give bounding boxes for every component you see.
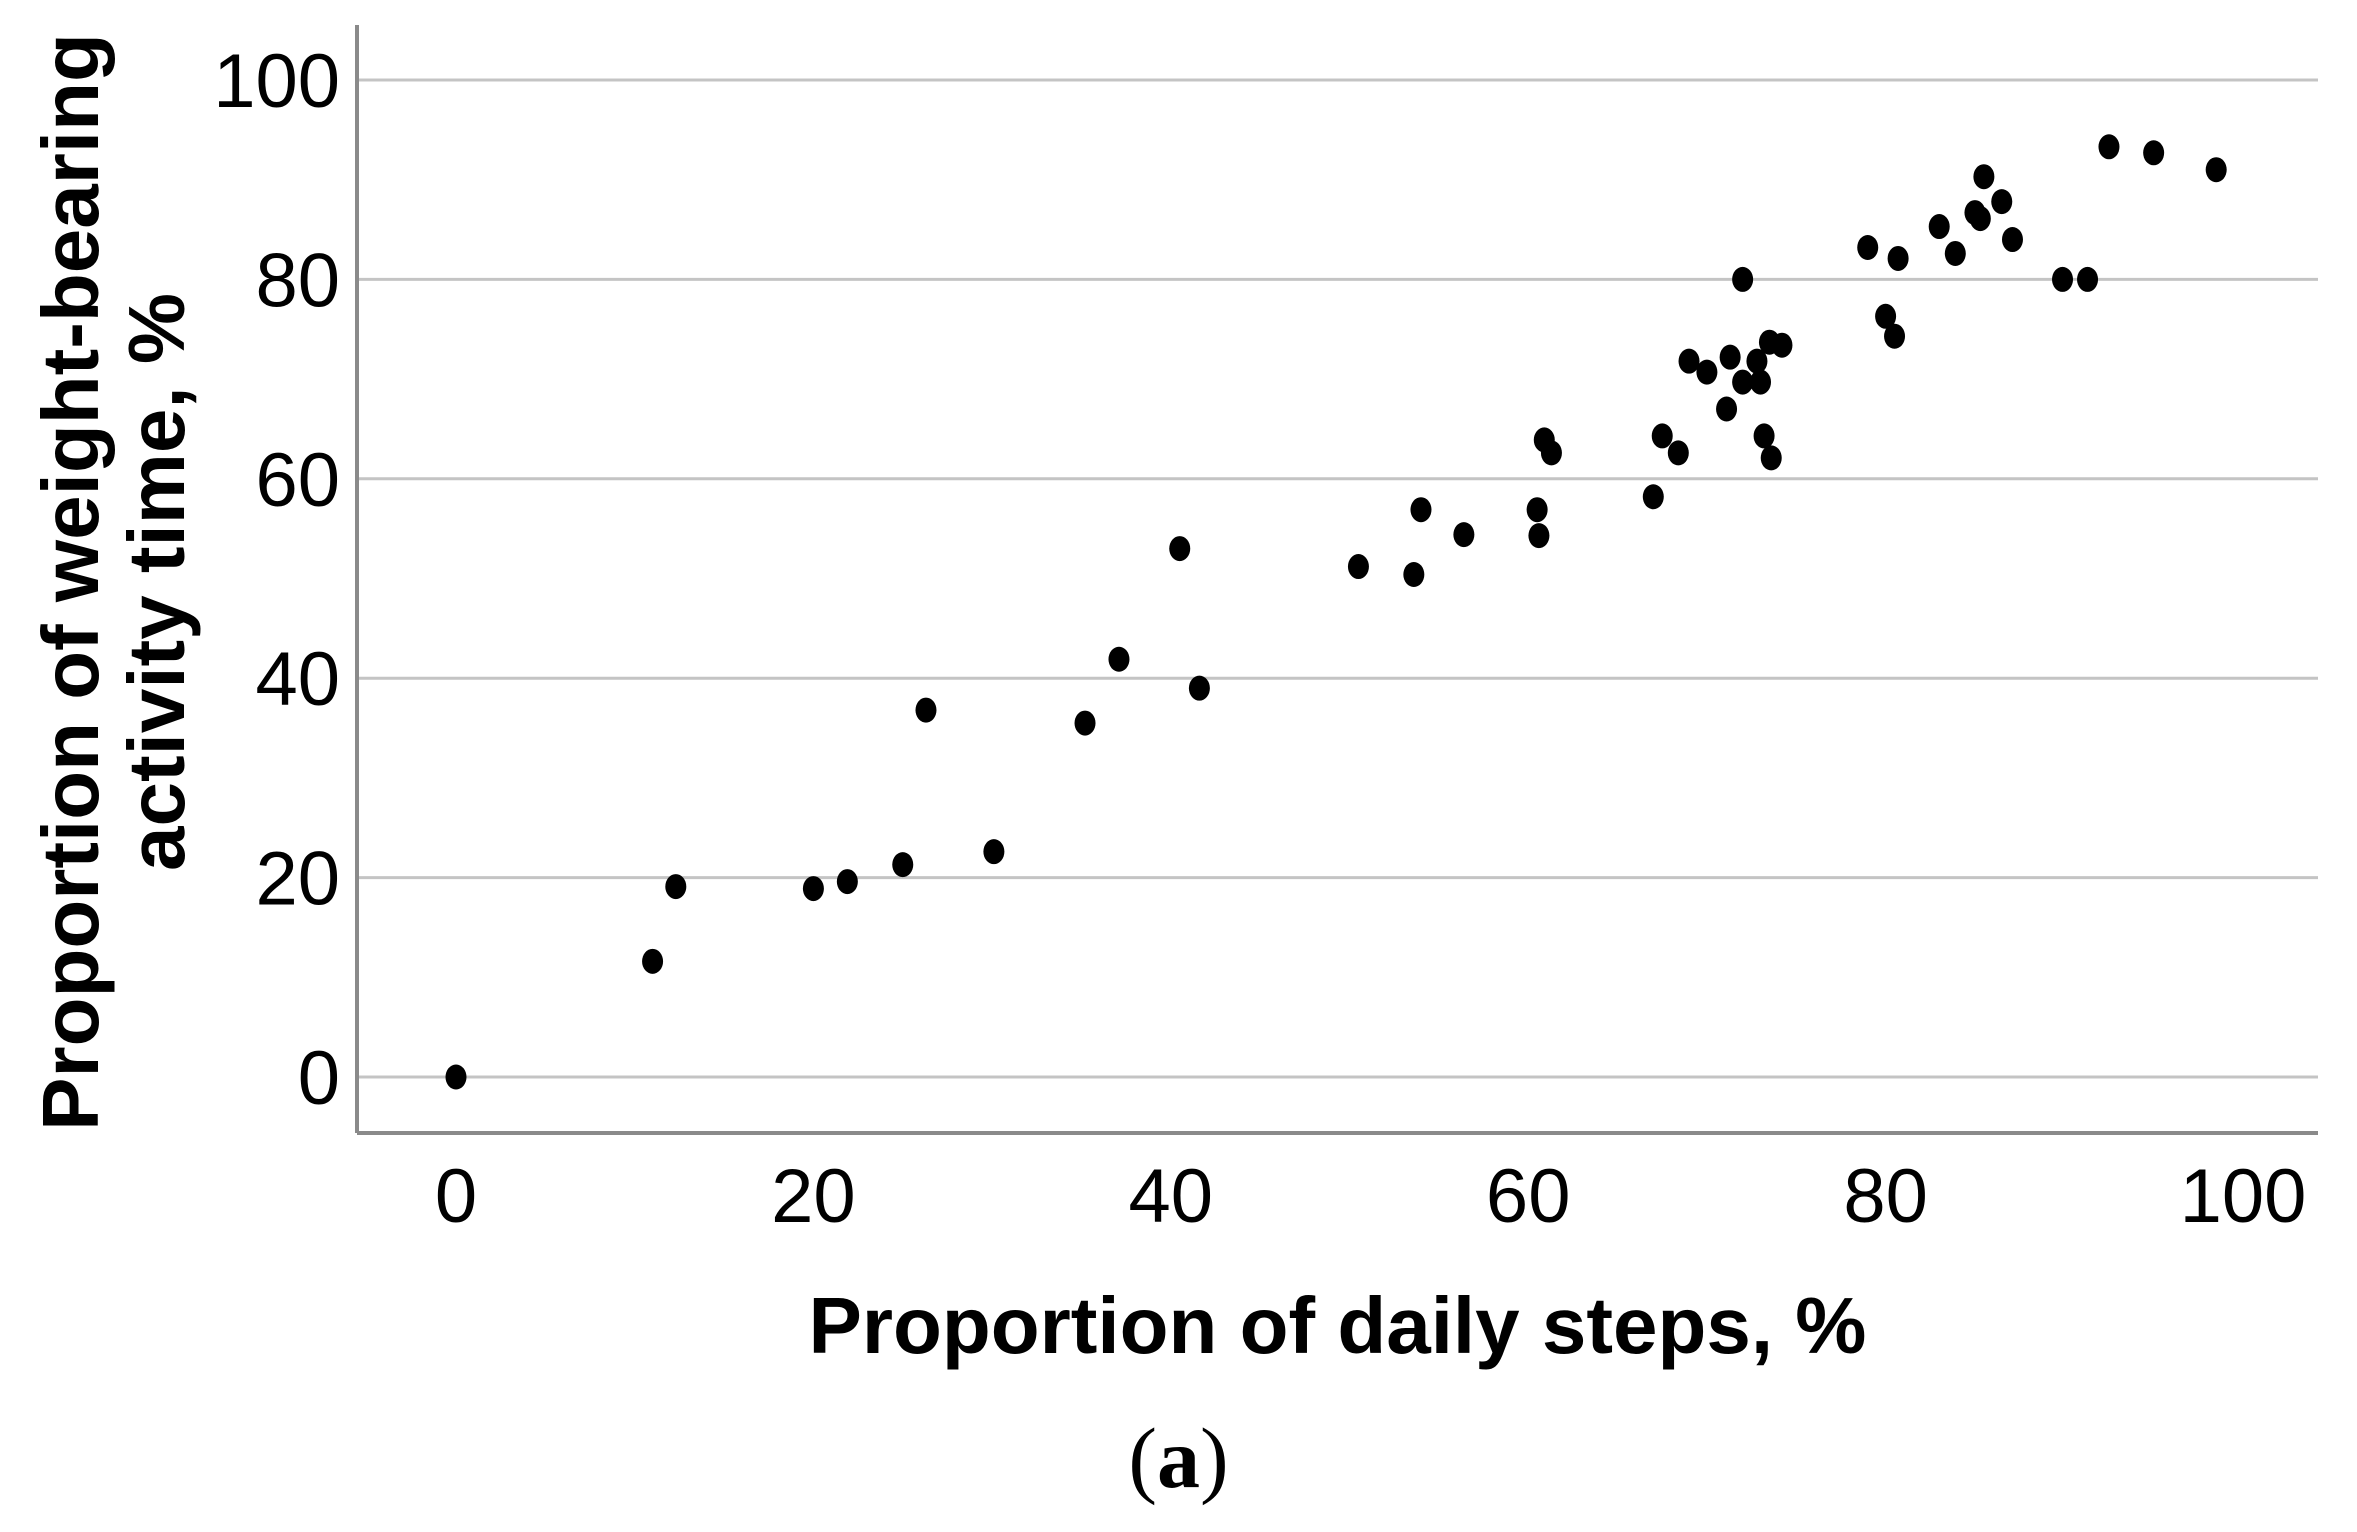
data-point xyxy=(1347,554,1369,580)
data-point xyxy=(1526,497,1548,523)
data-point xyxy=(1169,536,1191,562)
data-point xyxy=(1678,348,1700,374)
y-tick-label: 0 xyxy=(298,1036,340,1121)
data-point xyxy=(1188,675,1210,701)
data-point xyxy=(1875,303,1897,329)
data-point xyxy=(1746,348,1768,374)
y-tick-label: 60 xyxy=(255,438,340,523)
data-point xyxy=(1884,323,1906,349)
data-point xyxy=(1928,214,1950,240)
data-point xyxy=(1732,266,1754,292)
y-axis-title: Proportion of weight-bearing activity ti… xyxy=(26,2,208,1162)
x-tick-label: 80 xyxy=(1843,1154,1928,1239)
x-tick-label: 20 xyxy=(771,1154,856,1239)
data-point xyxy=(1528,523,1550,549)
caption-letter: a xyxy=(1157,1410,1200,1506)
data-point xyxy=(1719,344,1741,370)
data-point xyxy=(1074,710,1096,736)
data-point xyxy=(2052,266,2074,292)
data-point xyxy=(1771,332,1793,358)
data-point xyxy=(892,852,914,878)
data-point xyxy=(1642,484,1664,510)
data-point xyxy=(642,948,664,974)
data-point xyxy=(1857,234,1879,260)
data-point xyxy=(802,876,824,902)
data-point xyxy=(1732,369,1754,395)
data-point xyxy=(1991,189,2013,215)
figure-caption: (a) xyxy=(0,1408,2357,1508)
data-point xyxy=(1760,445,1782,471)
y-axis-title-line2: activity time, % xyxy=(112,293,201,872)
data-point xyxy=(1651,423,1673,449)
data-point xyxy=(665,874,687,900)
data-point xyxy=(1716,396,1738,422)
data-point xyxy=(1403,562,1425,588)
data-point xyxy=(1973,164,1995,190)
x-axis-title: Proportion of daily steps, % xyxy=(808,1281,1867,1370)
x-tick-label: 40 xyxy=(1129,1154,1214,1239)
data-point xyxy=(915,697,937,723)
data-point xyxy=(1969,206,1991,232)
data-point xyxy=(2077,266,2099,292)
x-tick-label: 0 xyxy=(435,1154,477,1239)
x-tick-label: 100 xyxy=(2180,1154,2307,1239)
data-point xyxy=(445,1064,467,1090)
y-tick-label: 100 xyxy=(213,39,340,124)
data-point xyxy=(1696,359,1718,385)
data-point xyxy=(1753,423,1775,449)
data-point xyxy=(1944,240,1966,266)
data-point xyxy=(983,839,1005,865)
data-point xyxy=(836,869,858,895)
data-point xyxy=(1540,440,1562,466)
y-tick-label: 80 xyxy=(255,238,340,323)
data-point xyxy=(1887,245,1909,271)
caption-paren-open: ( xyxy=(1128,1410,1157,1506)
data-point xyxy=(1667,440,1689,466)
y-tick-label: 40 xyxy=(255,637,340,722)
data-point xyxy=(1750,369,1772,395)
x-tick-label: 60 xyxy=(1486,1154,1571,1239)
data-point xyxy=(2143,140,2165,166)
y-axis-title-line1: Proportion of weight-bearing xyxy=(26,33,115,1131)
data-point xyxy=(1410,497,1432,523)
data-point xyxy=(2205,157,2227,183)
data-point xyxy=(1453,522,1475,548)
caption-paren-close: ) xyxy=(1200,1410,1229,1506)
y-tick-label: 20 xyxy=(255,837,340,922)
data-point xyxy=(2098,134,2120,160)
data-point xyxy=(1108,646,1130,672)
data-point xyxy=(2001,227,2023,253)
